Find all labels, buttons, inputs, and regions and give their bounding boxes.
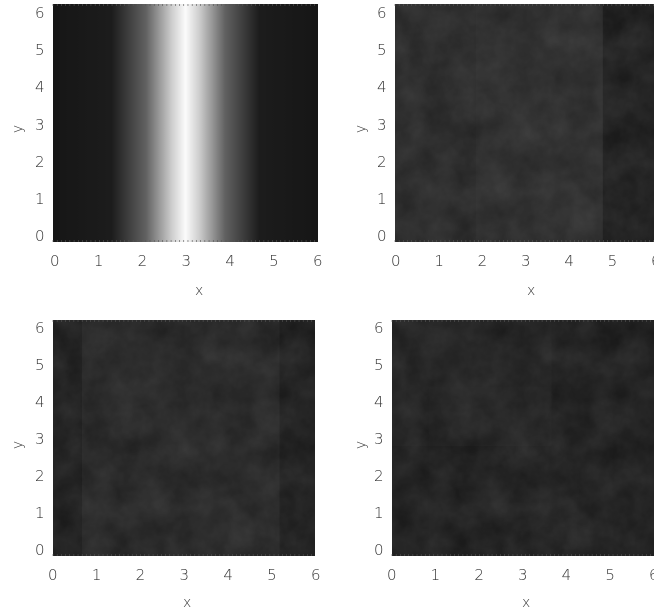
x-axis-label: x [183,595,192,611]
x-tick-label: 6 [649,566,654,584]
x-axis-label: x [195,283,204,299]
x-tick-label: 0 [387,566,397,584]
y-tick-label: 2 [35,152,45,171]
y-tick-label: 6 [377,4,387,22]
y-tick-label: 5 [35,356,45,374]
initial-band [53,4,318,242]
x-tick-label: 5 [607,252,618,270]
heatmap-plot-area [392,320,654,556]
y-tick-label: 3 [377,115,387,134]
y-tick-label: 4 [374,393,384,411]
turbulence-texture [392,320,654,556]
x-tick-label: 2 [477,252,488,270]
y-tick-label: 4 [377,78,387,97]
intensity-field [392,320,654,556]
x-tick-label: 0 [391,252,401,270]
x-tick-label: 1 [91,566,102,584]
y-tick-label: 0 [35,541,45,559]
x-tick-label: 3 [518,566,528,584]
x-tick-label: 1 [93,252,104,270]
y-tick-label: 4 [35,78,45,97]
x-axis-label: x [527,283,536,299]
x-tick-label: 2 [135,566,146,584]
x-tick-label: 6 [311,566,321,584]
y-axis-label: y [10,124,27,134]
y-tick-label: 2 [377,152,387,171]
x-tick-label: 4 [225,252,235,270]
x-tick-label: 6 [313,252,323,270]
heatmap-plot-area [53,320,315,556]
y-tick-label: 2 [374,467,384,485]
y-tick-label: 3 [374,430,384,448]
y-tick-label: 5 [377,41,387,60]
x-tick-label: 5 [267,566,277,584]
x-tick-label: 4 [223,566,233,584]
y-tick-label: 1 [374,504,384,522]
x-tick-label: 2 [474,566,484,584]
intensity-field [53,320,315,556]
y-tick-label: 6 [35,4,45,22]
y-axis-label: y [10,440,27,450]
intensity-field [395,4,654,242]
intensity-field [53,4,318,242]
y-tick-label: 5 [35,41,45,60]
x-tick-label: 3 [521,252,531,270]
x-tick-label: 1 [430,566,441,584]
x-tick-label: 1 [434,252,444,270]
turbulence-texture [53,320,315,556]
y-tick-label: 4 [35,393,45,411]
y-tick-label: 1 [35,504,45,522]
y-tick-label: 0 [374,541,384,559]
y-tick-label: 3 [35,115,45,134]
x-tick-label: 5 [605,566,615,584]
x-tick-label: 0 [48,566,58,584]
x-tick-label: 0 [50,252,60,270]
y-axis-label: y [353,440,370,450]
y-tick-label: 6 [374,319,384,337]
heatmap-plot-area [395,4,654,242]
x-tick-label: 5 [269,252,279,270]
x-tick-label: 2 [137,252,148,270]
y-tick-label: 6 [35,319,45,337]
y-tick-label: 1 [377,189,387,208]
x-tick-label: 4 [564,252,574,270]
x-tick-label: 3 [181,252,192,270]
y-axis-label: y [353,124,370,134]
y-tick-label: 0 [377,227,387,245]
y-tick-label: 3 [35,430,45,448]
turbulence-texture [395,4,654,242]
x-tick-label: 3 [179,566,190,584]
y-tick-label: 5 [374,356,384,374]
y-tick-label: 1 [35,189,45,208]
x-tick-label: 4 [561,566,572,584]
y-tick-label: 0 [35,227,45,245]
y-tick-label: 2 [35,467,45,485]
heatmap-plot-area [53,4,318,242]
x-tick-label: 6 [651,254,654,269]
x-axis-label: x [522,595,531,611]
